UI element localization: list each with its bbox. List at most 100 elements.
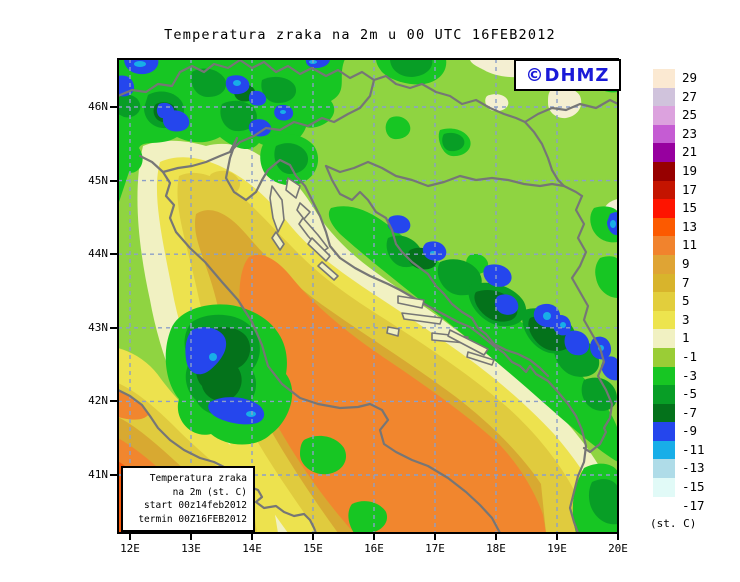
x-axis-label: 19E [547, 542, 567, 555]
colorbar-swatch [653, 422, 675, 441]
colorbar: 29 27 25 23 21 19 17 15 13 11 9 7 5 3 1 -1 -3 -5 -7 -9 -11 -1… [653, 69, 705, 516]
italy-east-coast [138, 154, 502, 533]
y-axis-label: 41N [88, 468, 108, 481]
y-axis-tick [110, 474, 117, 476]
x-axis-label: 20E [608, 542, 628, 555]
x-axis-tick [617, 534, 619, 540]
colorbar-entry: -15 [653, 478, 705, 497]
y-axis-label: 45N [88, 173, 108, 187]
colorbar-label: 17 [682, 181, 698, 197]
colorbar-label: -17 [682, 497, 705, 513]
colorbar-entry: 1 [653, 329, 705, 348]
colorbar-label: -1 [682, 348, 698, 364]
colorbar-swatch [653, 403, 675, 423]
colorbar-label: 13 [682, 218, 698, 234]
colorbar-swatch [653, 292, 675, 311]
colorbar-entry: 29 [653, 69, 705, 88]
colorbar-swatch [653, 478, 675, 497]
colorbar-swatch [653, 310, 675, 330]
y-axis-label: 44N [88, 247, 108, 261]
colorbar-swatch [653, 143, 675, 162]
map-title: Temperatura zraka na 2m u 00 UTC 16FEB20… [164, 27, 556, 43]
colorbar-label: 19 [682, 162, 698, 178]
colorbar-entry: 13 [653, 217, 705, 237]
y-axis-label: 43N [88, 320, 108, 334]
colorbar-entry: 7 [653, 273, 705, 293]
colorbar-entry: 9 [653, 254, 705, 274]
colorbar-swatch [653, 106, 675, 125]
colorbar-label: 1 [682, 330, 690, 346]
colorbar-label: 25 [682, 107, 698, 123]
colorbar-swatch [653, 180, 675, 200]
azure-coldest-dots [134, 60, 616, 417]
info-box-line: start 00z14feb2012 [144, 500, 247, 511]
colorbar-entry: -11 [653, 440, 705, 460]
alps-border [118, 59, 618, 124]
colorbar-swatch [653, 236, 675, 255]
colorbar-entry: -3 [653, 366, 705, 386]
info-box-line: na 2m (st. C) [172, 486, 247, 498]
blue-cold-spots [118, 59, 618, 425]
colorbar-swatch [653, 347, 675, 367]
x-axis-label: 18E [486, 542, 506, 555]
x-axis-tick [190, 534, 192, 540]
y-axis-label: 46N [88, 100, 108, 113]
colorbar-label: -3 [682, 367, 698, 383]
colorbar-entry: 3 [653, 310, 705, 330]
colorbar-label: -9 [682, 423, 698, 439]
colorbar-entry: -1 [653, 347, 705, 367]
colorbar-swatch [653, 459, 675, 479]
y-axis-tick [110, 253, 117, 256]
colorbar-label: 23 [682, 125, 698, 141]
colorbar-unit-label: (st. C) [650, 517, 697, 530]
x-axis-label: 13E [181, 542, 201, 555]
bosnia-west-border [324, 164, 550, 378]
colorbar-swatch [653, 217, 675, 237]
colorbar-label: 29 [682, 70, 698, 85]
x-axis-tick [312, 534, 314, 540]
colorbar-swatch [653, 199, 675, 218]
colorbar-swatch [653, 440, 675, 460]
map-canvas [118, 59, 618, 533]
colorbar-entry: -17 [653, 496, 705, 516]
info-box-line: Temperatura zraka [149, 473, 247, 484]
croatia-coast [161, 136, 588, 533]
x-axis-label: 14E [242, 542, 262, 555]
colorbar-entry: 17 [653, 180, 705, 200]
slovenia-croatia-border [230, 78, 376, 152]
y-axis-label: 42N [88, 394, 108, 408]
colorbar-label: 27 [682, 88, 698, 104]
danube-border [523, 120, 566, 188]
colorbar-label: 3 [682, 311, 690, 327]
colorbar-swatch [653, 273, 675, 293]
drina-border [570, 194, 614, 454]
colorbar-entry: 5 [653, 292, 705, 311]
info-box: Temperatura zraka na 2m (st. C) start 00z1… [121, 466, 255, 532]
colorbar-entry: 21 [653, 143, 705, 162]
colorbar-entry: 19 [653, 161, 705, 181]
temperature-field [118, 59, 618, 533]
dhmz-watermark-box: ©DHMZ [514, 59, 621, 91]
colorbar-label: -13 [682, 460, 705, 476]
colorbar-label: 21 [682, 144, 698, 160]
dhmz-logo-text: ©DHMZ [525, 64, 610, 86]
colorbar-entry: -5 [653, 385, 705, 404]
colorbar-swatch [653, 124, 675, 144]
colorbar-entry: 11 [653, 236, 705, 255]
colorbar-swatch [653, 161, 675, 181]
sava-border [324, 160, 584, 198]
x-axis-label: 17E [425, 542, 445, 555]
colorbar-label: -5 [682, 386, 698, 402]
x-axis-label: 15E [303, 542, 323, 555]
colorbar-entry: 23 [653, 124, 705, 144]
colorbar-swatch [653, 69, 675, 88]
colorbar-swatch [653, 329, 675, 348]
colorbar-label: -7 [682, 404, 698, 420]
colorbar-swatch [653, 366, 675, 386]
colorbar-swatch [653, 385, 675, 404]
colorbar-entry: -9 [653, 422, 705, 441]
y-axis-tick [110, 326, 117, 329]
colorbar-entry: 15 [653, 199, 705, 218]
x-axis-tick [129, 534, 131, 540]
y-axis-tick [110, 179, 117, 182]
